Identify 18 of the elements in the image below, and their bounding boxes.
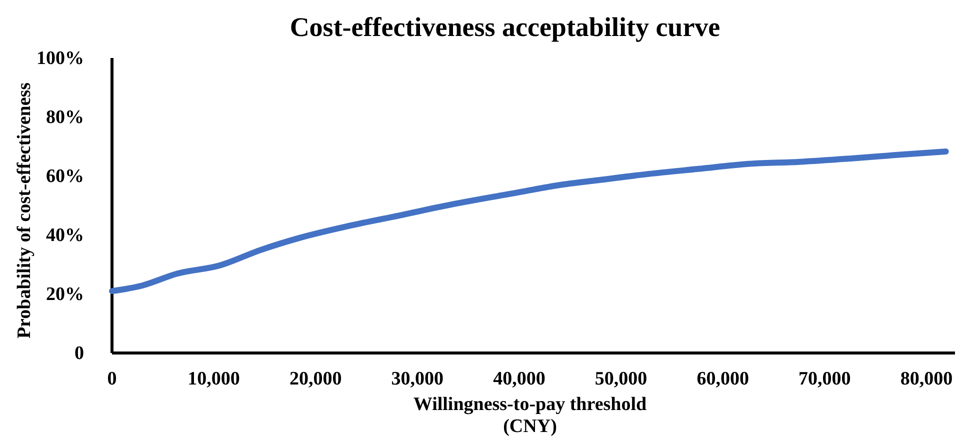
chart-title: Cost-effectiveness acceptability curve <box>290 12 720 42</box>
x-tick-label: 30,000 <box>391 368 444 390</box>
x-tick-label: 20,000 <box>290 368 342 390</box>
y-tick-label: 60% <box>46 166 84 188</box>
y-tick-label: 80% <box>46 107 84 128</box>
x-tick-label: 80,000 <box>900 368 953 390</box>
x-tick-label: 0 <box>107 368 117 390</box>
x-tick-label: 70,000 <box>798 368 851 390</box>
y-tick-label: 40% <box>46 225 84 246</box>
y-tick-label: 20% <box>46 284 84 306</box>
x-tick-label: 50,000 <box>594 368 648 390</box>
y-tick-label: 0 <box>74 343 84 364</box>
x-tick-label: 60,000 <box>696 368 749 390</box>
x-tick-label: 40,000 <box>493 368 546 390</box>
y-tick-label: 100% <box>36 48 84 70</box>
x-tick-label: 10,000 <box>188 368 240 390</box>
x-axis-title: Willingness-to-pay threshold (CNY) <box>413 394 648 437</box>
y-axis-title: Probability of cost-effectiveness <box>14 82 35 339</box>
